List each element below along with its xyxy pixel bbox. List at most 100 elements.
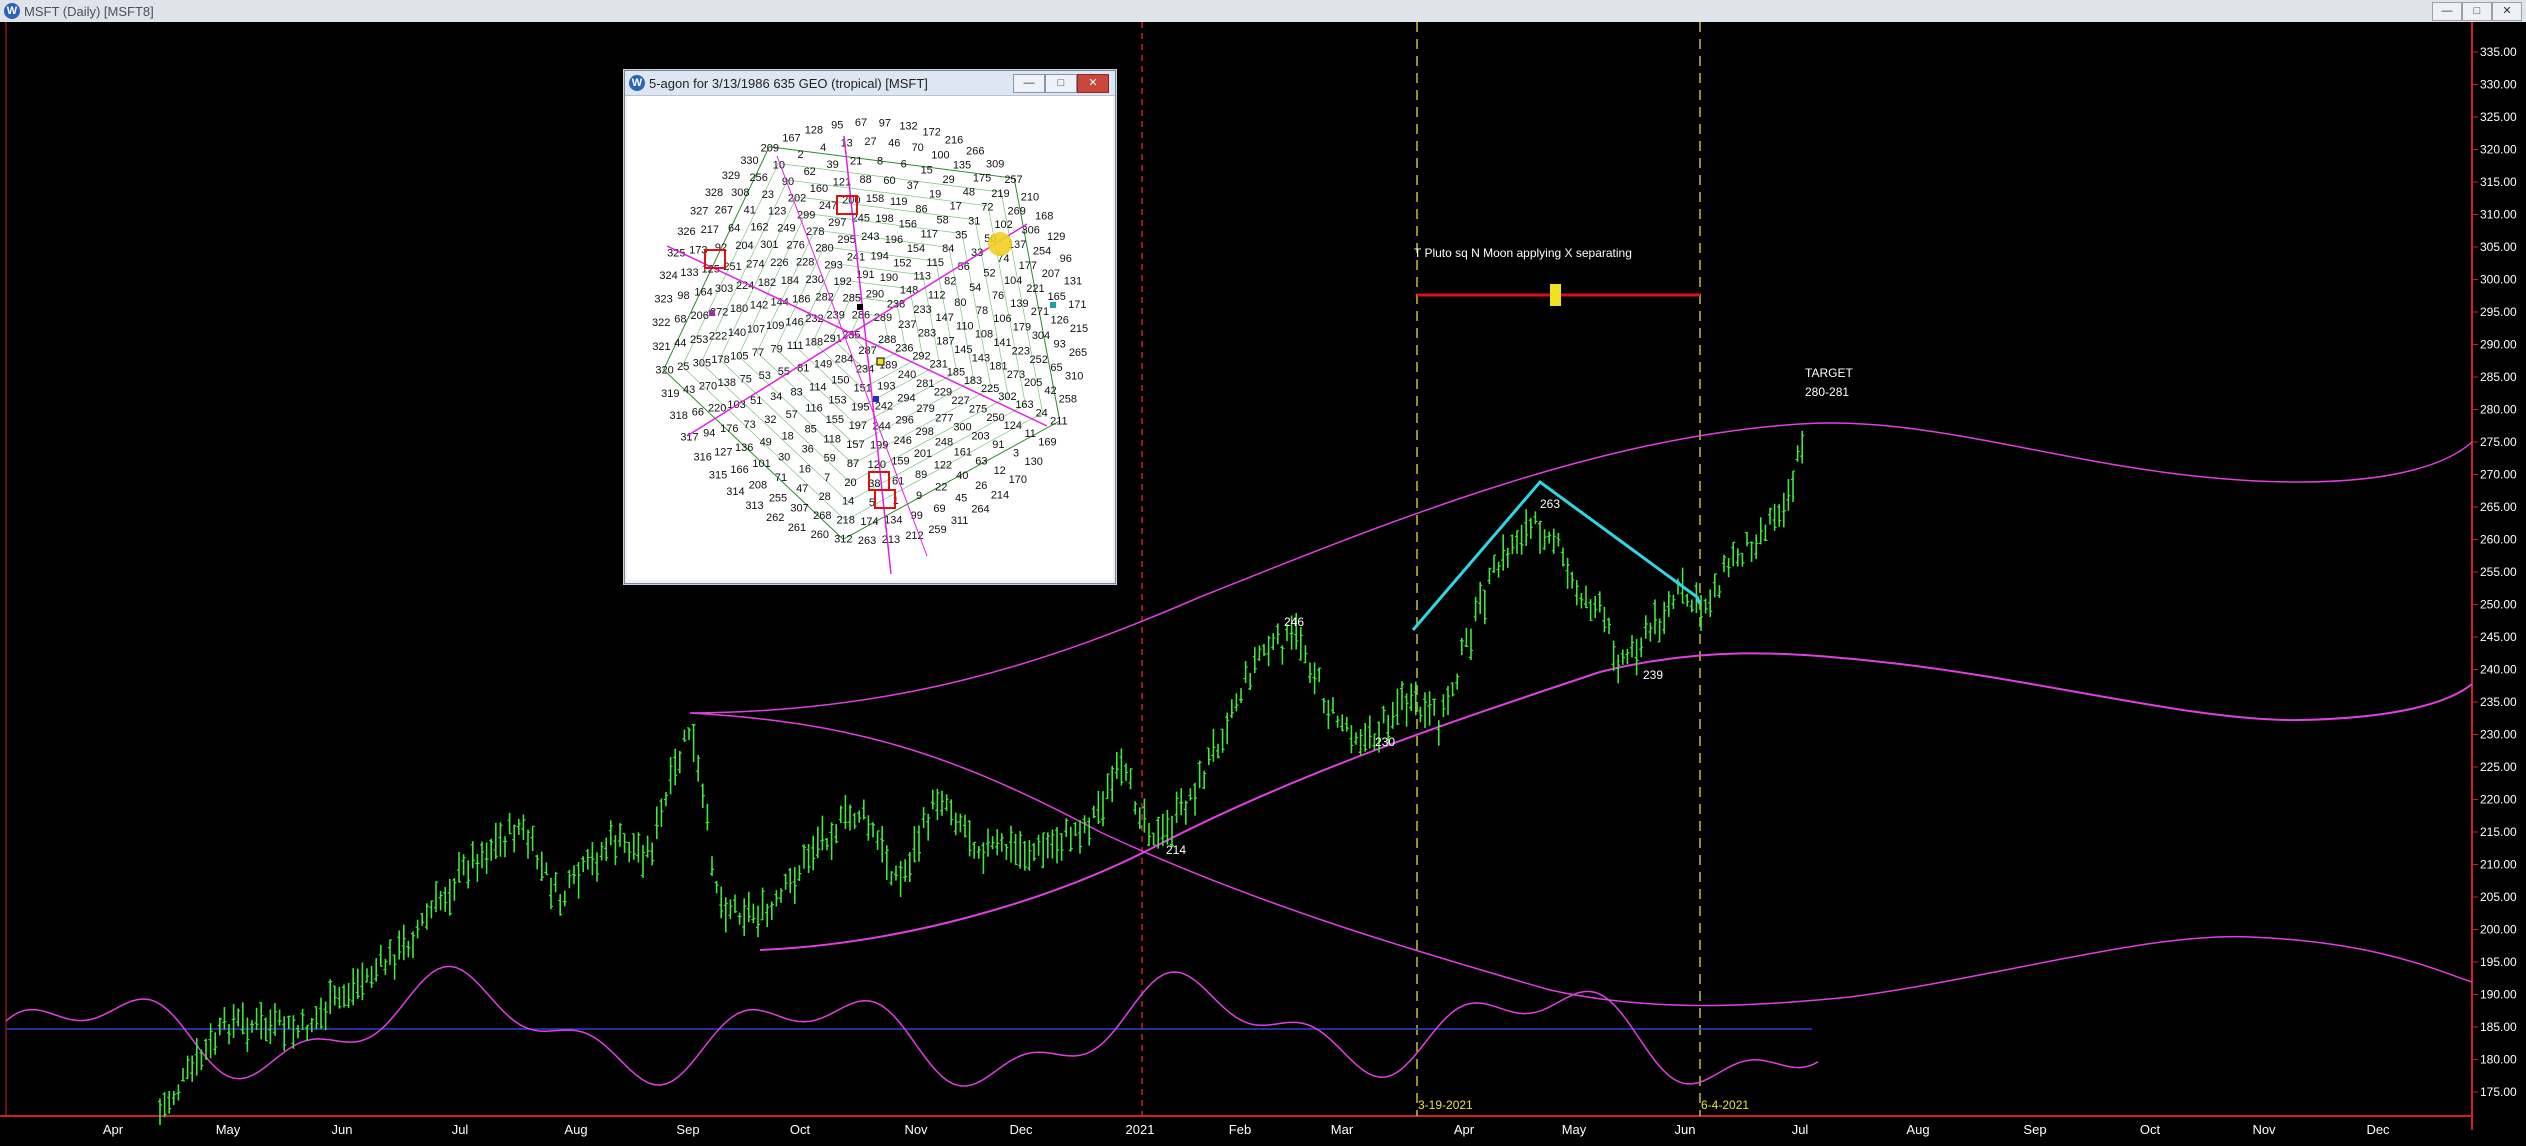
pentagon-number: 283	[918, 327, 936, 339]
x-axis-month-label: Dec	[1009, 1122, 1033, 1137]
pentagon-number: 71	[775, 472, 787, 484]
pentagon-number: 328	[705, 187, 723, 199]
pentagon-number: 24	[1036, 407, 1048, 419]
x-axis-labels: Apr May Jun Jul Aug Sep Oct Nov Dec 2021 Feb Mar Apr…	[103, 1122, 2390, 1137]
minimize-icon[interactable]: —	[1013, 74, 1045, 93]
y-axis-label: 265.00	[2480, 500, 2517, 514]
pentagon-number: 95	[831, 120, 843, 132]
transit-marker[interactable]	[1550, 284, 1561, 306]
pentagon-number: 256	[750, 172, 768, 184]
pentagon-number: 241	[847, 251, 865, 263]
y-axis-label: 185.00	[2480, 1020, 2517, 1034]
pentagon-number: 76	[992, 290, 1004, 302]
close-icon[interactable]: ✕	[1077, 74, 1109, 93]
app-logo-icon[interactable]: W	[4, 3, 20, 19]
y-axis-label: 285.00	[2480, 370, 2517, 384]
pentagon-number: 315	[709, 470, 727, 482]
x-axis-month-label: Mar	[1331, 1122, 1354, 1137]
pentagon-number: 268	[813, 510, 831, 522]
pentagon-number: 42	[1044, 385, 1056, 397]
date-label-right: 6-4-2021	[1701, 1098, 1749, 1112]
window-titlebar[interactable]: W MSFT (Daily) [MSFT8] — □ ✕	[0, 0, 2526, 23]
pentagon-number: 17	[950, 201, 962, 213]
minimize-icon[interactable]: —	[2432, 2, 2462, 21]
pentagon-number: 316	[694, 451, 712, 463]
y-axis-label: 290.00	[2480, 338, 2517, 352]
pentagon-number: 7	[824, 472, 830, 484]
pentagon-number: 326	[677, 226, 695, 238]
pentagon-number: 267	[715, 205, 733, 217]
pentagon-number: 4	[820, 142, 826, 154]
pentagon-number: 125	[702, 264, 720, 276]
pentagon-number: 80	[954, 297, 966, 309]
pentagon-number: 304	[1032, 330, 1050, 342]
pentagon-number: 69	[933, 503, 945, 515]
pentagon-number: 319	[661, 388, 679, 400]
pentagon-number: 140	[728, 327, 746, 339]
dialog-app-icon[interactable]: W	[629, 75, 645, 91]
pentagon-number: 79	[770, 344, 782, 356]
pentagon-number: 72	[981, 202, 993, 214]
pentagon-number: 21	[850, 156, 862, 168]
pentagon-number: 40	[956, 470, 968, 482]
pentagon-number: 271	[1031, 306, 1049, 318]
pentagon-number: 165	[1048, 291, 1066, 303]
pentagon-number: 259	[928, 524, 946, 536]
y-axis-label: 275.00	[2480, 435, 2517, 449]
pentagon-number: 299	[797, 209, 815, 221]
pentagon-grid: 2862892882872352852902382372361892342842…	[627, 96, 1113, 580]
y-axis-label: 310.00	[2480, 208, 2517, 222]
pentagon-ring	[793, 263, 940, 408]
planet-marker-blue	[873, 396, 879, 402]
pentagon-ring	[756, 229, 975, 446]
pentagon-number: 181	[989, 361, 1007, 373]
pentagon-number: 49	[760, 437, 772, 449]
pentagon-number: 185	[947, 367, 965, 379]
maximize-icon[interactable]: □	[1045, 74, 1077, 93]
pentagon-number: 177	[1019, 260, 1037, 272]
pentagon-number: 59	[824, 453, 836, 465]
x-axis-month-label: Apr	[103, 1122, 124, 1137]
pentagon-number: 242	[875, 401, 893, 413]
transit-label: T Pluto sq N Moon applying X separating	[1414, 246, 1632, 260]
pentagon-number: 320	[655, 365, 673, 377]
pentagon-number: 300	[953, 422, 971, 434]
pentagon-number: 247	[819, 200, 837, 212]
price-chart[interactable]: 335.00 330.00 325.00 320.00 315.00 310.00 305.…	[0, 22, 2526, 1146]
pentagon-number: 98	[677, 290, 689, 302]
price-label-239: 239	[1643, 668, 1663, 682]
chart-canvas[interactable]: 335.00 330.00 325.00 320.00 315.00 310.00 305.…	[0, 22, 2526, 1146]
pentagon-number: 88	[859, 174, 871, 186]
pentagon-number: 19	[929, 189, 941, 201]
pentagon-number: 44	[674, 337, 686, 349]
y-axis-label: 270.00	[2480, 468, 2517, 482]
pentagon-number: 171	[1068, 299, 1086, 311]
pentagon-number: 224	[736, 280, 754, 292]
pentagon-number: 184	[781, 275, 799, 287]
pentagon-number: 250	[986, 412, 1004, 424]
pentagon-number: 161	[954, 446, 972, 458]
pentagon-number: 323	[654, 293, 672, 305]
pentagon-number: 14	[842, 496, 854, 508]
pentagon-number: 134	[884, 515, 902, 527]
dialog-titlebar[interactable]: W 5-agon for 3/13/1986 635 GEO (tropical…	[625, 71, 1115, 96]
pentagon-number: 318	[670, 410, 688, 422]
maximize-icon[interactable]: □	[2462, 2, 2492, 21]
pentagon-number: 258	[1059, 393, 1077, 405]
pentagon-number: 99	[911, 510, 923, 522]
pentagon-number: 236	[895, 342, 913, 354]
pentagon-number: 33	[971, 247, 983, 259]
y-axis-label: 235.00	[2480, 695, 2517, 709]
pentagon-number: 297	[828, 217, 846, 229]
pentagon-number: 273	[1007, 369, 1025, 381]
dialog-title: 5-agon for 3/13/1986 635 GEO (tropical) …	[649, 76, 928, 91]
pentagon-number: 240	[898, 369, 916, 381]
pentagon-number: 213	[882, 534, 900, 546]
pentagon-dialog[interactable]: W 5-agon for 3/13/1986 635 GEO (tropical…	[624, 70, 1116, 584]
pentagon-number: 26	[975, 480, 987, 492]
close-icon[interactable]: ✕	[2492, 2, 2522, 21]
pentagon-number: 206	[691, 310, 709, 322]
y-axis-labels: 335.00 330.00 325.00 320.00 315.00 310.00 305.…	[2472, 45, 2517, 1099]
pentagon-number: 47	[796, 483, 808, 495]
